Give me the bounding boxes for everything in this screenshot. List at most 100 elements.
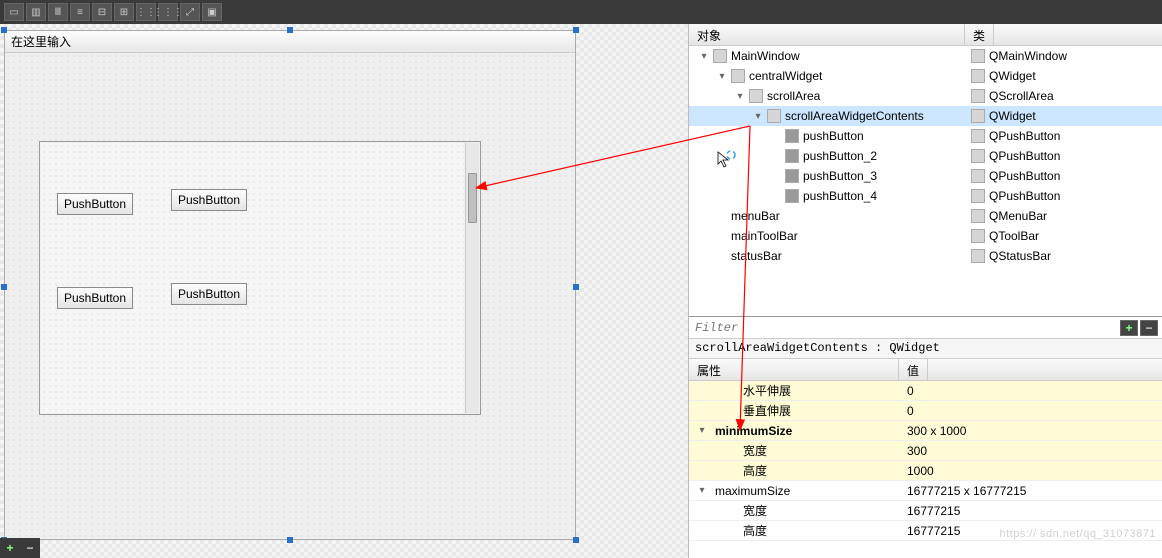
tree-row[interactable]: ▾scrollAreaQScrollArea (689, 86, 1162, 106)
toolbar-btn[interactable]: ⊞ (114, 3, 134, 21)
object-icon (785, 129, 799, 143)
property-row[interactable]: 水平伸展0 (689, 381, 1162, 401)
expander-icon[interactable]: ▾ (717, 71, 727, 82)
property-header: 属性 值 (689, 359, 1162, 381)
object-tree[interactable]: ▾MainWindowQMainWindow▾centralWidgetQWid… (689, 46, 1162, 310)
filter-remove-icon[interactable]: − (1140, 320, 1158, 336)
object-icon (767, 109, 781, 123)
remove-button[interactable]: − (20, 538, 40, 558)
prop-value[interactable]: 300 x 1000 (899, 424, 1162, 438)
expander-icon[interactable]: ▾ (753, 111, 763, 122)
class-icon (971, 209, 985, 223)
toolbar-btn[interactable]: ⊟ (92, 3, 112, 21)
class-name: QMenuBar (989, 209, 1047, 223)
tree-row[interactable]: pushButton_3QPushButton (689, 166, 1162, 186)
filter-input[interactable] (689, 319, 1116, 337)
header-class[interactable]: 类 (965, 24, 994, 45)
property-rows[interactable]: 水平伸展0垂直伸展0▾minimumSize300 x 1000宽度300高度1… (689, 381, 1162, 541)
form-window[interactable]: 在这里输入 PushButton PushButton PushButton P… (4, 30, 576, 540)
property-row[interactable]: 高度1000 (689, 461, 1162, 481)
add-button[interactable]: + (0, 538, 20, 558)
push-button[interactable]: PushButton (171, 283, 247, 305)
push-button[interactable]: PushButton (171, 189, 247, 211)
prop-value[interactable]: 0 (899, 384, 1162, 398)
tree-row[interactable]: pushButton_2QPushButton (689, 146, 1162, 166)
prop-value[interactable]: 1000 (899, 464, 1162, 478)
prop-value[interactable]: 16777215 (899, 504, 1162, 518)
property-row[interactable]: 宽度16777215 (689, 501, 1162, 521)
toolbar-btn[interactable]: ▣ (202, 3, 222, 21)
header-prop[interactable]: 属性 (689, 359, 899, 380)
toolbar-btn[interactable]: ⋮⋮⋮ (158, 3, 178, 21)
tree-row[interactable]: ▾centralWidgetQWidget (689, 66, 1162, 86)
property-row[interactable]: 高度 16777215 (689, 521, 1162, 541)
prop-name: 高度 (743, 522, 767, 539)
toolbar-btn[interactable]: ≡ (70, 3, 90, 21)
prop-name: 垂直伸展 (743, 402, 791, 419)
class-icon (971, 149, 985, 163)
object-name: pushButton (803, 129, 864, 143)
right-panel: 对象 类 ▾MainWindowQMainWindow▾centralWidge… (688, 24, 1162, 558)
prop-value[interactable]: 16777215 x 16777215 (899, 484, 1162, 498)
expander-icon[interactable]: ▾ (735, 91, 745, 102)
object-name: scrollArea (767, 89, 820, 103)
property-panel: + − scrollAreaWidgetContents : QWidget 属… (689, 316, 1162, 558)
toolbar-btn[interactable]: ⤢ (180, 3, 200, 21)
expander-icon[interactable]: ▾ (697, 425, 707, 436)
tree-row[interactable]: pushButton_4QPushButton (689, 186, 1162, 206)
class-name: QStatusBar (989, 249, 1051, 263)
header-object[interactable]: 对象 (689, 24, 965, 45)
toolbar-btn[interactable]: Ⅲ (48, 3, 68, 21)
class-icon (971, 129, 985, 143)
class-name: QWidget (989, 69, 1036, 83)
header-val[interactable]: 值 (899, 359, 928, 380)
resize-handle[interactable] (287, 27, 293, 33)
object-name: pushButton_3 (803, 169, 877, 183)
object-icon (785, 169, 799, 183)
property-row[interactable]: 垂直伸展 0 (689, 401, 1162, 421)
expander-icon[interactable]: ▾ (697, 485, 707, 496)
toolbar-btn[interactable]: ▥ (26, 3, 46, 21)
scrollbar-thumb[interactable] (468, 173, 477, 223)
tree-row[interactable]: ▾MainWindowQMainWindow (689, 46, 1162, 66)
property-row[interactable]: ▾maximumSize16777215 x 16777215 (689, 481, 1162, 501)
resize-handle[interactable] (573, 537, 579, 543)
resize-handle[interactable] (1, 27, 7, 33)
resize-handle[interactable] (287, 537, 293, 543)
form-titlebar: 在这里输入 (5, 31, 575, 53)
prop-value[interactable]: 16777215 (899, 524, 1162, 538)
push-button[interactable]: PushButton (57, 193, 133, 215)
filter-add-icon[interactable]: + (1120, 320, 1138, 336)
class-name: QPushButton (989, 129, 1060, 143)
tree-row[interactable]: statusBarQStatusBar (689, 246, 1162, 266)
tree-row[interactable]: pushButton QPushButton (689, 126, 1162, 146)
vertical-scrollbar[interactable] (465, 143, 479, 413)
class-icon (971, 229, 985, 243)
tree-row[interactable]: ▾scrollAreaWidgetContentsQWidget (689, 106, 1162, 126)
resize-handle[interactable] (573, 27, 579, 33)
class-name: QPushButton (989, 149, 1060, 163)
tree-row[interactable]: mainToolBarQToolBar (689, 226, 1162, 246)
top-toolbar: ▭ ▥ Ⅲ ≡ ⊟ ⊞ ⋮⋮ ⋮⋮⋮ ⤢ ▣ (0, 0, 1162, 24)
toolbar-btn[interactable]: ▭ (4, 3, 24, 21)
scroll-area[interactable]: PushButton PushButton PushButton PushBut… (39, 141, 481, 415)
class-icon (971, 89, 985, 103)
property-row[interactable]: 宽度300 (689, 441, 1162, 461)
property-row[interactable]: ▾minimumSize300 x 1000 (689, 421, 1162, 441)
expander-icon[interactable]: ▾ (699, 51, 709, 62)
class-name: QToolBar (989, 229, 1039, 243)
object-icon (731, 69, 745, 83)
prop-value[interactable]: 0 (899, 404, 1162, 418)
prop-value[interactable]: 300 (899, 444, 1162, 458)
class-name: QPushButton (989, 189, 1060, 203)
resize-handle[interactable] (1, 284, 7, 290)
resize-handle[interactable] (573, 284, 579, 290)
object-icon (785, 189, 799, 203)
designer-canvas[interactable]: 在这里输入 PushButton PushButton PushButton P… (0, 24, 688, 558)
class-name: QWidget (989, 109, 1036, 123)
scroll-area-contents[interactable]: PushButton PushButton PushButton PushBut… (41, 143, 464, 413)
push-button[interactable]: PushButton (57, 287, 133, 309)
object-icon (749, 89, 763, 103)
form-body[interactable]: PushButton PushButton PushButton PushBut… (5, 53, 575, 539)
tree-row[interactable]: menuBarQMenuBar (689, 206, 1162, 226)
